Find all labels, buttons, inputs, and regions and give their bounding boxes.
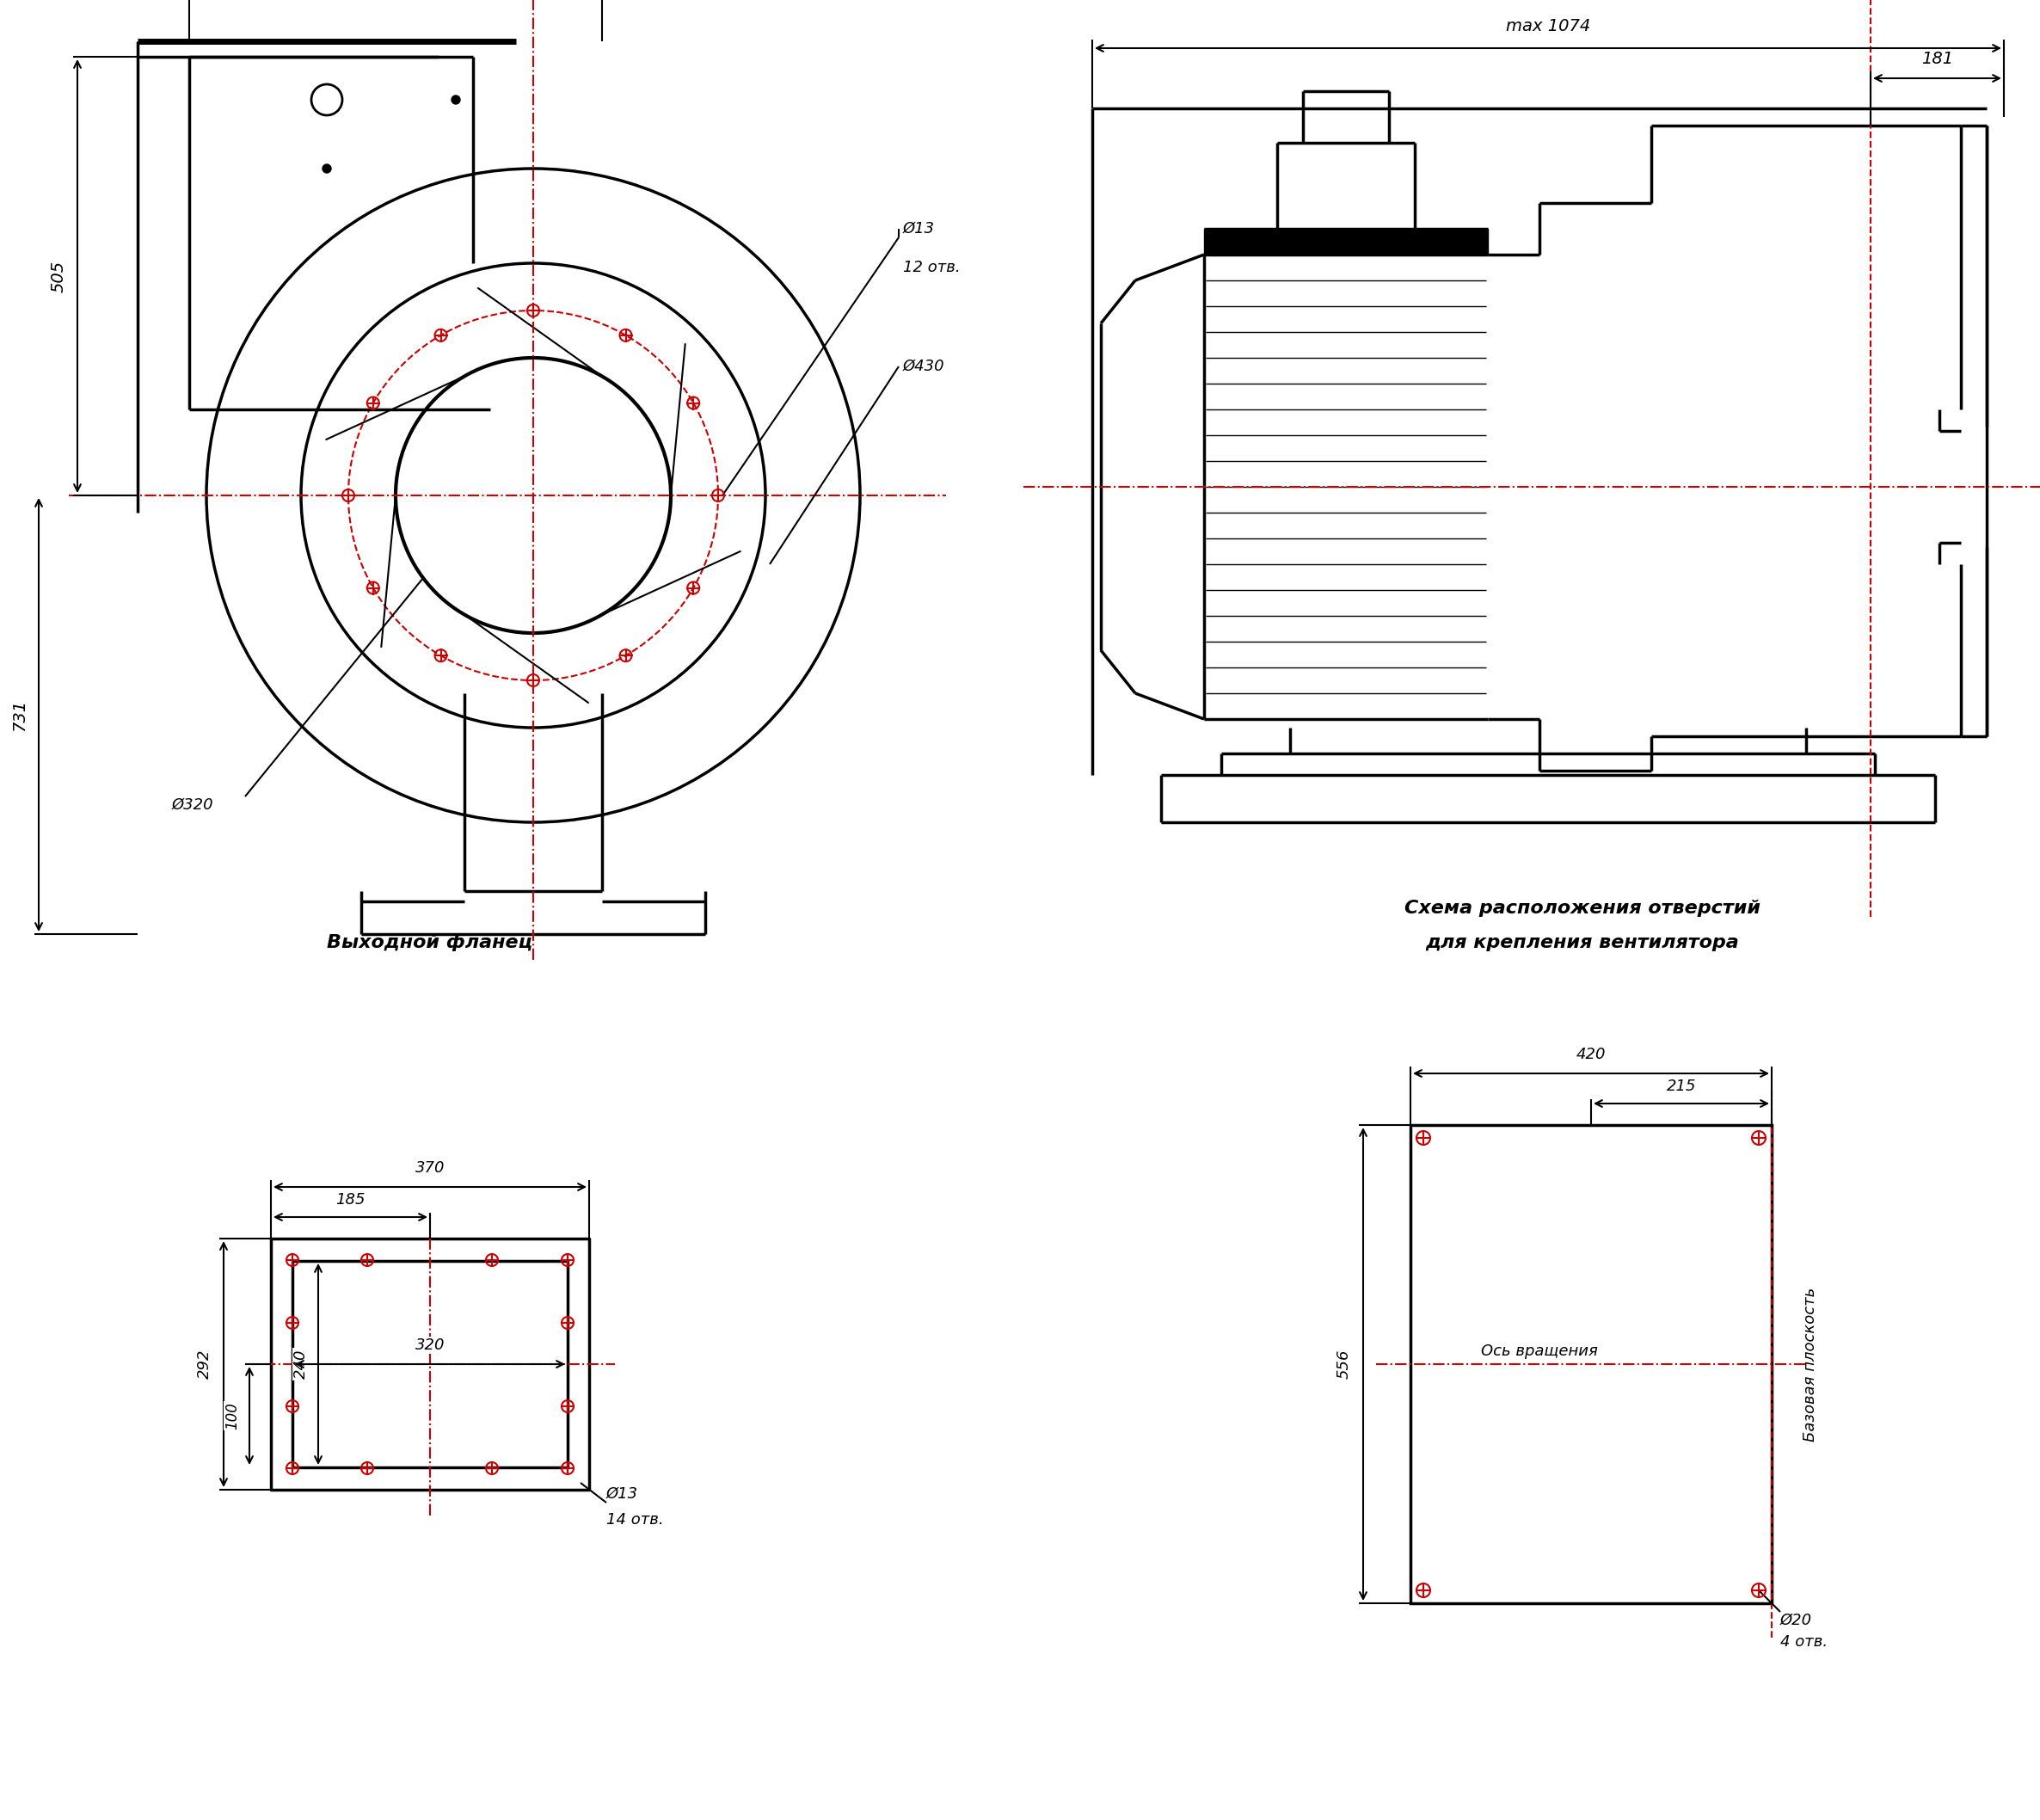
Bar: [271, 1239, 590, 1491]
Circle shape: [451, 95, 461, 104]
Circle shape: [322, 164, 330, 173]
Text: 14 отв.: 14 отв.: [606, 1512, 663, 1527]
Text: Ø13: Ø13: [904, 220, 934, 237]
Text: 370: 370: [416, 1161, 445, 1176]
Text: 12 отв.: 12 отв.: [904, 260, 961, 275]
Text: 215: 215: [1667, 1079, 1695, 1094]
Text: 240: 240: [294, 1349, 308, 1380]
Text: Ø20: Ø20: [1781, 1613, 1812, 1629]
Text: max 1074: max 1074: [1506, 18, 1591, 35]
Text: 181: 181: [1922, 51, 1952, 67]
Text: 185: 185: [335, 1192, 365, 1208]
Text: Ось вращения: Ось вращения: [1481, 1343, 1597, 1360]
Text: Схема расположения отверстий: Схема расположения отверстий: [1404, 899, 1761, 917]
Text: 320: 320: [416, 1338, 445, 1352]
Text: 4 отв.: 4 отв.: [1781, 1634, 1828, 1649]
Text: Ø13: Ø13: [606, 1487, 639, 1502]
Text: 292: 292: [198, 1349, 212, 1380]
Text: Ø320: Ø320: [171, 797, 214, 814]
Text: Ø430: Ø430: [904, 359, 945, 375]
Text: 731: 731: [12, 699, 29, 730]
Text: 556: 556: [1336, 1349, 1353, 1380]
Text: 100: 100: [224, 1401, 241, 1429]
Text: Базовая плоскость: Базовая плоскость: [1803, 1287, 1818, 1441]
Text: Выходной фланец: Выходной фланец: [326, 934, 532, 952]
Bar: [292, 1261, 567, 1467]
Bar: [1410, 1125, 1771, 1603]
Text: 420: 420: [1577, 1046, 1605, 1063]
Text: для крепления вентилятора: для крепления вентилятора: [1426, 934, 1740, 952]
Text: 505: 505: [51, 260, 67, 291]
